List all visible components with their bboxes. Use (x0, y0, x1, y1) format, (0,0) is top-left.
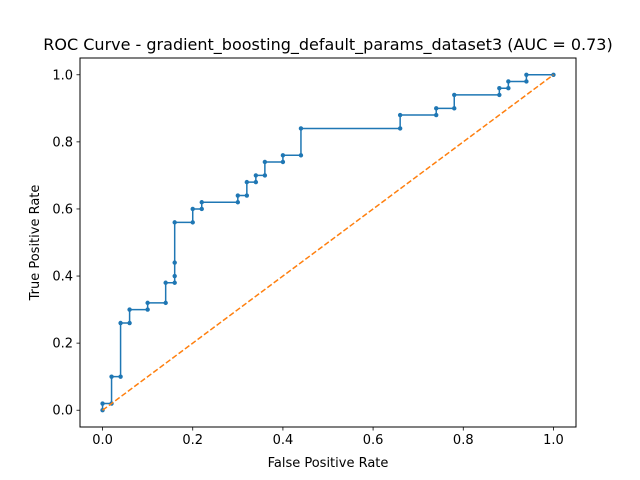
roc-point (262, 159, 268, 165)
chance-diagonal-line (102, 74, 554, 411)
roc-point (172, 220, 177, 225)
roc-point (434, 106, 439, 111)
roc-point (235, 200, 241, 205)
roc-point (506, 79, 511, 84)
roc-point (199, 200, 204, 205)
roc-point (190, 206, 195, 212)
roc-point (434, 112, 439, 118)
roc-point (298, 153, 304, 158)
roc-point (118, 320, 123, 326)
x-axis-label: False Positive Rate (268, 456, 389, 471)
roc-point (127, 320, 132, 326)
roc-point (397, 112, 403, 118)
roc-point (172, 280, 177, 285)
roc-point (298, 126, 304, 131)
x-tick-label: 0.8 (453, 433, 474, 448)
y-tick-label: 0.6 (52, 202, 73, 217)
roc-point (163, 280, 168, 285)
roc-point (190, 220, 195, 225)
y-axis-label: True Positive Rate (28, 185, 43, 302)
roc-point (253, 179, 259, 185)
roc-point (145, 307, 150, 312)
roc-point (551, 72, 556, 77)
roc-point (118, 374, 123, 379)
plot-frame (79, 57, 577, 428)
roc-point (163, 300, 168, 306)
roc-point (506, 85, 511, 91)
roc-point (244, 193, 250, 198)
roc-point (127, 307, 132, 312)
roc-point (280, 153, 286, 158)
x-tick-label: 1.0 (543, 433, 564, 448)
x-tick-label: 0.2 (182, 433, 203, 448)
y-tick-label: 0.2 (52, 337, 73, 352)
roc-point (452, 106, 457, 111)
roc-point (100, 401, 105, 406)
roc-point (172, 273, 177, 279)
roc-point (524, 79, 529, 84)
roc-point (262, 173, 268, 178)
roc-point (145, 300, 150, 306)
roc-point (280, 159, 286, 165)
y-tick-label: 0.0 (52, 404, 73, 419)
x-tick-label: 0.0 (92, 433, 113, 448)
roc-point (244, 179, 250, 185)
roc-point (199, 206, 204, 212)
chart-title: ROC Curve - gradient_boosting_default_pa… (43, 35, 612, 55)
roc-point (397, 126, 403, 131)
roc-point (524, 72, 529, 77)
roc-point (497, 92, 502, 98)
y-tick-label: 1.0 (52, 68, 73, 83)
roc-point (497, 85, 502, 91)
y-tick-label: 0.4 (52, 270, 73, 285)
x-tick-label: 0.4 (273, 433, 294, 448)
x-tick-label: 0.6 (363, 433, 384, 448)
roc-point (452, 92, 457, 98)
y-tick-label: 0.8 (52, 135, 73, 150)
roc-point (253, 173, 259, 178)
roc-point (172, 260, 177, 265)
roc-point (109, 374, 114, 379)
roc-point (235, 193, 241, 198)
